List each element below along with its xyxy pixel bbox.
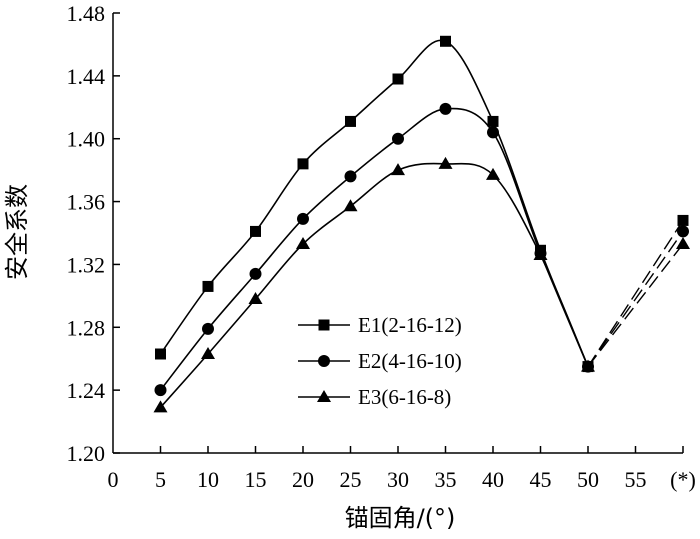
legend-marker	[317, 390, 331, 402]
legend-marker	[318, 319, 330, 331]
x-axis-title: 锚固角/(°)	[345, 504, 456, 532]
data-point	[154, 384, 167, 397]
data-point-special	[677, 214, 689, 226]
data-point-special	[677, 225, 689, 238]
y-tick-label: 1.20	[67, 441, 106, 466]
data-point	[297, 158, 309, 170]
data-point	[153, 400, 168, 413]
x-tick-label: 30	[387, 467, 409, 492]
x-tick-label: (*)	[670, 467, 696, 492]
x-tick-label: 15	[245, 467, 267, 492]
data-point-special	[676, 237, 690, 249]
series-dashed-line	[587, 231, 684, 367]
data-point	[345, 115, 356, 127]
axes: 1.20 1.24 1.28 1.32 1.36 1.40 1.44 1.48 0 5 10 15 20…	[67, 1, 696, 492]
x-tick-label: 50	[577, 467, 599, 492]
y-tick-label: 1.24	[67, 378, 106, 403]
data-point	[581, 359, 595, 372]
series-dashed-line	[587, 220, 684, 367]
data-point	[391, 163, 405, 176]
data-point	[439, 102, 452, 115]
legend: E1(2-16-12) E2(4-16-10) E3(6-16-8)	[298, 313, 462, 409]
data-point	[438, 156, 453, 169]
series-2	[154, 102, 689, 397]
data-point	[202, 322, 214, 335]
series-line	[159, 162, 589, 408]
data-point	[248, 292, 263, 304]
data-point	[392, 73, 404, 85]
x-tick-label: 5	[155, 467, 166, 492]
series-line	[159, 39, 589, 367]
x-tick-label: 45	[530, 467, 552, 492]
series-line	[159, 107, 589, 391]
x-tick-label: 10	[197, 467, 219, 492]
data-point	[440, 35, 451, 47]
legend-marker	[318, 355, 330, 367]
y-axis-title: 安全系数	[3, 184, 31, 280]
data-point	[487, 126, 499, 139]
data-point	[486, 167, 500, 180]
y-tick-label: 1.48	[67, 1, 106, 26]
data-point	[392, 132, 404, 145]
legend-label: E1(2-16-12)	[358, 313, 462, 337]
y-tick-label: 1.40	[67, 127, 106, 152]
data-point	[297, 212, 309, 225]
x-tick-label: 25	[340, 467, 362, 492]
x-tick-label: 35	[435, 467, 457, 492]
series-dashed-line	[587, 243, 684, 368]
legend-label: E2(4-16-10)	[358, 349, 462, 373]
x-tick-label: 55	[625, 467, 647, 492]
data-point	[344, 170, 357, 183]
x-tick-label: 20	[292, 467, 314, 492]
data-point	[343, 199, 358, 212]
x-tick-label: 0	[108, 467, 119, 492]
y-tick-label: 1.44	[67, 64, 106, 89]
x-tick-label: 40	[482, 467, 504, 492]
series-layer	[153, 35, 690, 413]
y-tick-label: 1.28	[67, 315, 106, 340]
data-point	[249, 267, 262, 280]
data-point	[250, 225, 261, 237]
y-tick-label: 1.32	[67, 252, 106, 277]
data-point	[202, 280, 214, 292]
data-point	[487, 115, 499, 127]
data-point	[533, 248, 548, 260]
data-point	[155, 348, 166, 360]
y-tick-label: 1.36	[67, 190, 106, 215]
legend-label: E3(6-16-8)	[358, 385, 451, 409]
series-3	[153, 156, 690, 413]
data-point	[296, 237, 310, 249]
data-point	[201, 347, 215, 359]
